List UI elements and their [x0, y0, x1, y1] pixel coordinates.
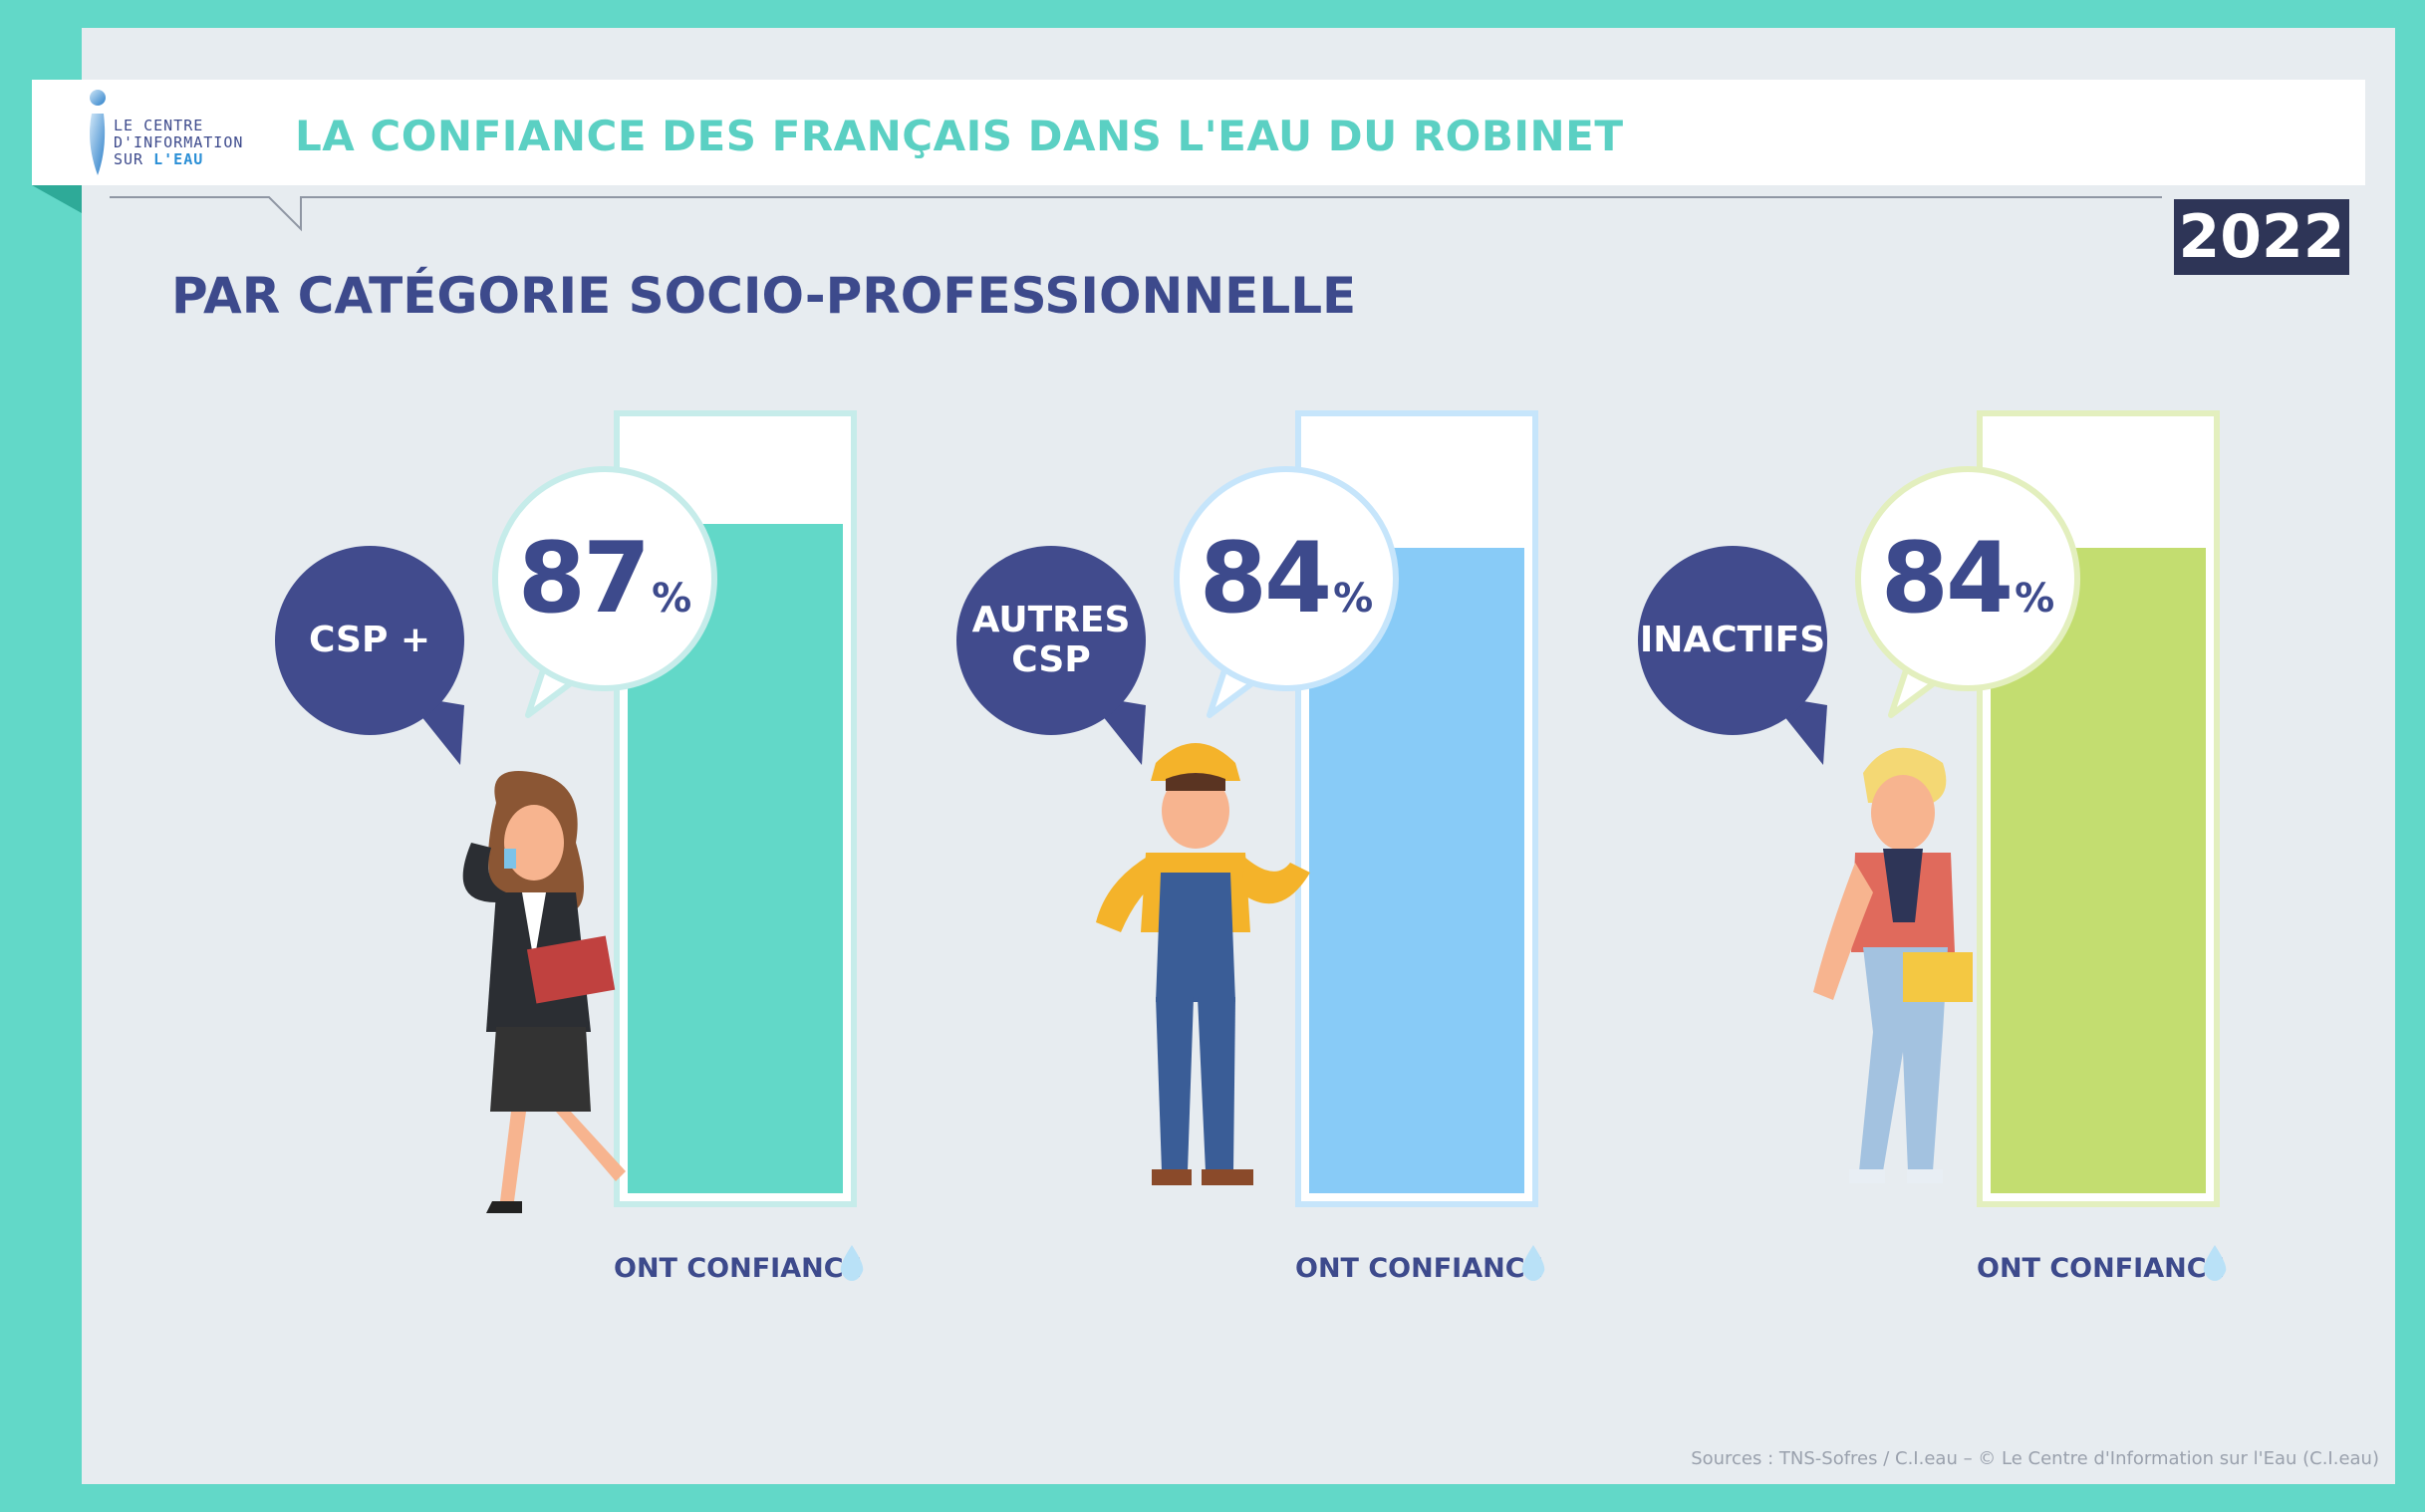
main-title: LA CONFIANCE DES FRANÇAIS DANS L'EAU DU …	[295, 112, 1624, 160]
logo-line-1: LE CENTRE	[114, 117, 204, 134]
value-label: 87	[517, 522, 651, 635]
value-label: 84	[1880, 522, 2014, 635]
unit-label: %	[652, 576, 692, 622]
header-bar	[32, 80, 2365, 185]
header-divider	[110, 196, 2162, 232]
value-bubble: 87%	[492, 466, 717, 691]
value-bubble: 84%	[1174, 466, 1399, 691]
unit-label: %	[2015, 576, 2055, 622]
chart-subtitle: PAR CATÉGORIE SOCIO-PROFESSIONNELLE	[171, 267, 1357, 325]
worker-illustration	[1096, 743, 1310, 1185]
value-label: 84	[1199, 522, 1332, 635]
header-fold-decoration	[32, 185, 82, 213]
source-note: Sources : TNS-Sofres / C.I.eau – © Le Ce…	[1691, 1448, 2379, 1469]
bar-caption: ONT CONFIANCE	[614, 1253, 862, 1284]
category-label: CSP +	[275, 546, 464, 735]
logo-line-2: D'INFORMATION	[114, 133, 244, 151]
bar-caption: ONT CONFIANCE	[1295, 1253, 1543, 1284]
water-drop-icon	[840, 1245, 864, 1281]
category-label: AUTRES CSP	[956, 546, 1146, 735]
category-label: INACTIFS	[1638, 546, 1827, 735]
year-badge: 2022	[2174, 199, 2349, 275]
logo-accent: L'EAU	[153, 150, 204, 168]
student-illustration	[1813, 747, 1973, 1183]
logo-line-3: SUR	[114, 150, 144, 168]
water-drop-icon	[2203, 1245, 2227, 1281]
unit-label: %	[1333, 576, 1374, 622]
businesswoman-illustration	[462, 771, 626, 1213]
water-drop-icon	[1521, 1245, 1545, 1281]
bar-caption: ONT CONFIANCE	[1977, 1253, 2225, 1284]
value-bubble: 84%	[1855, 466, 2080, 691]
water-drop-logo-icon	[90, 90, 106, 175]
logo-text: LE CENTRE D'INFORMATION SUR L'EAU	[114, 118, 243, 168]
